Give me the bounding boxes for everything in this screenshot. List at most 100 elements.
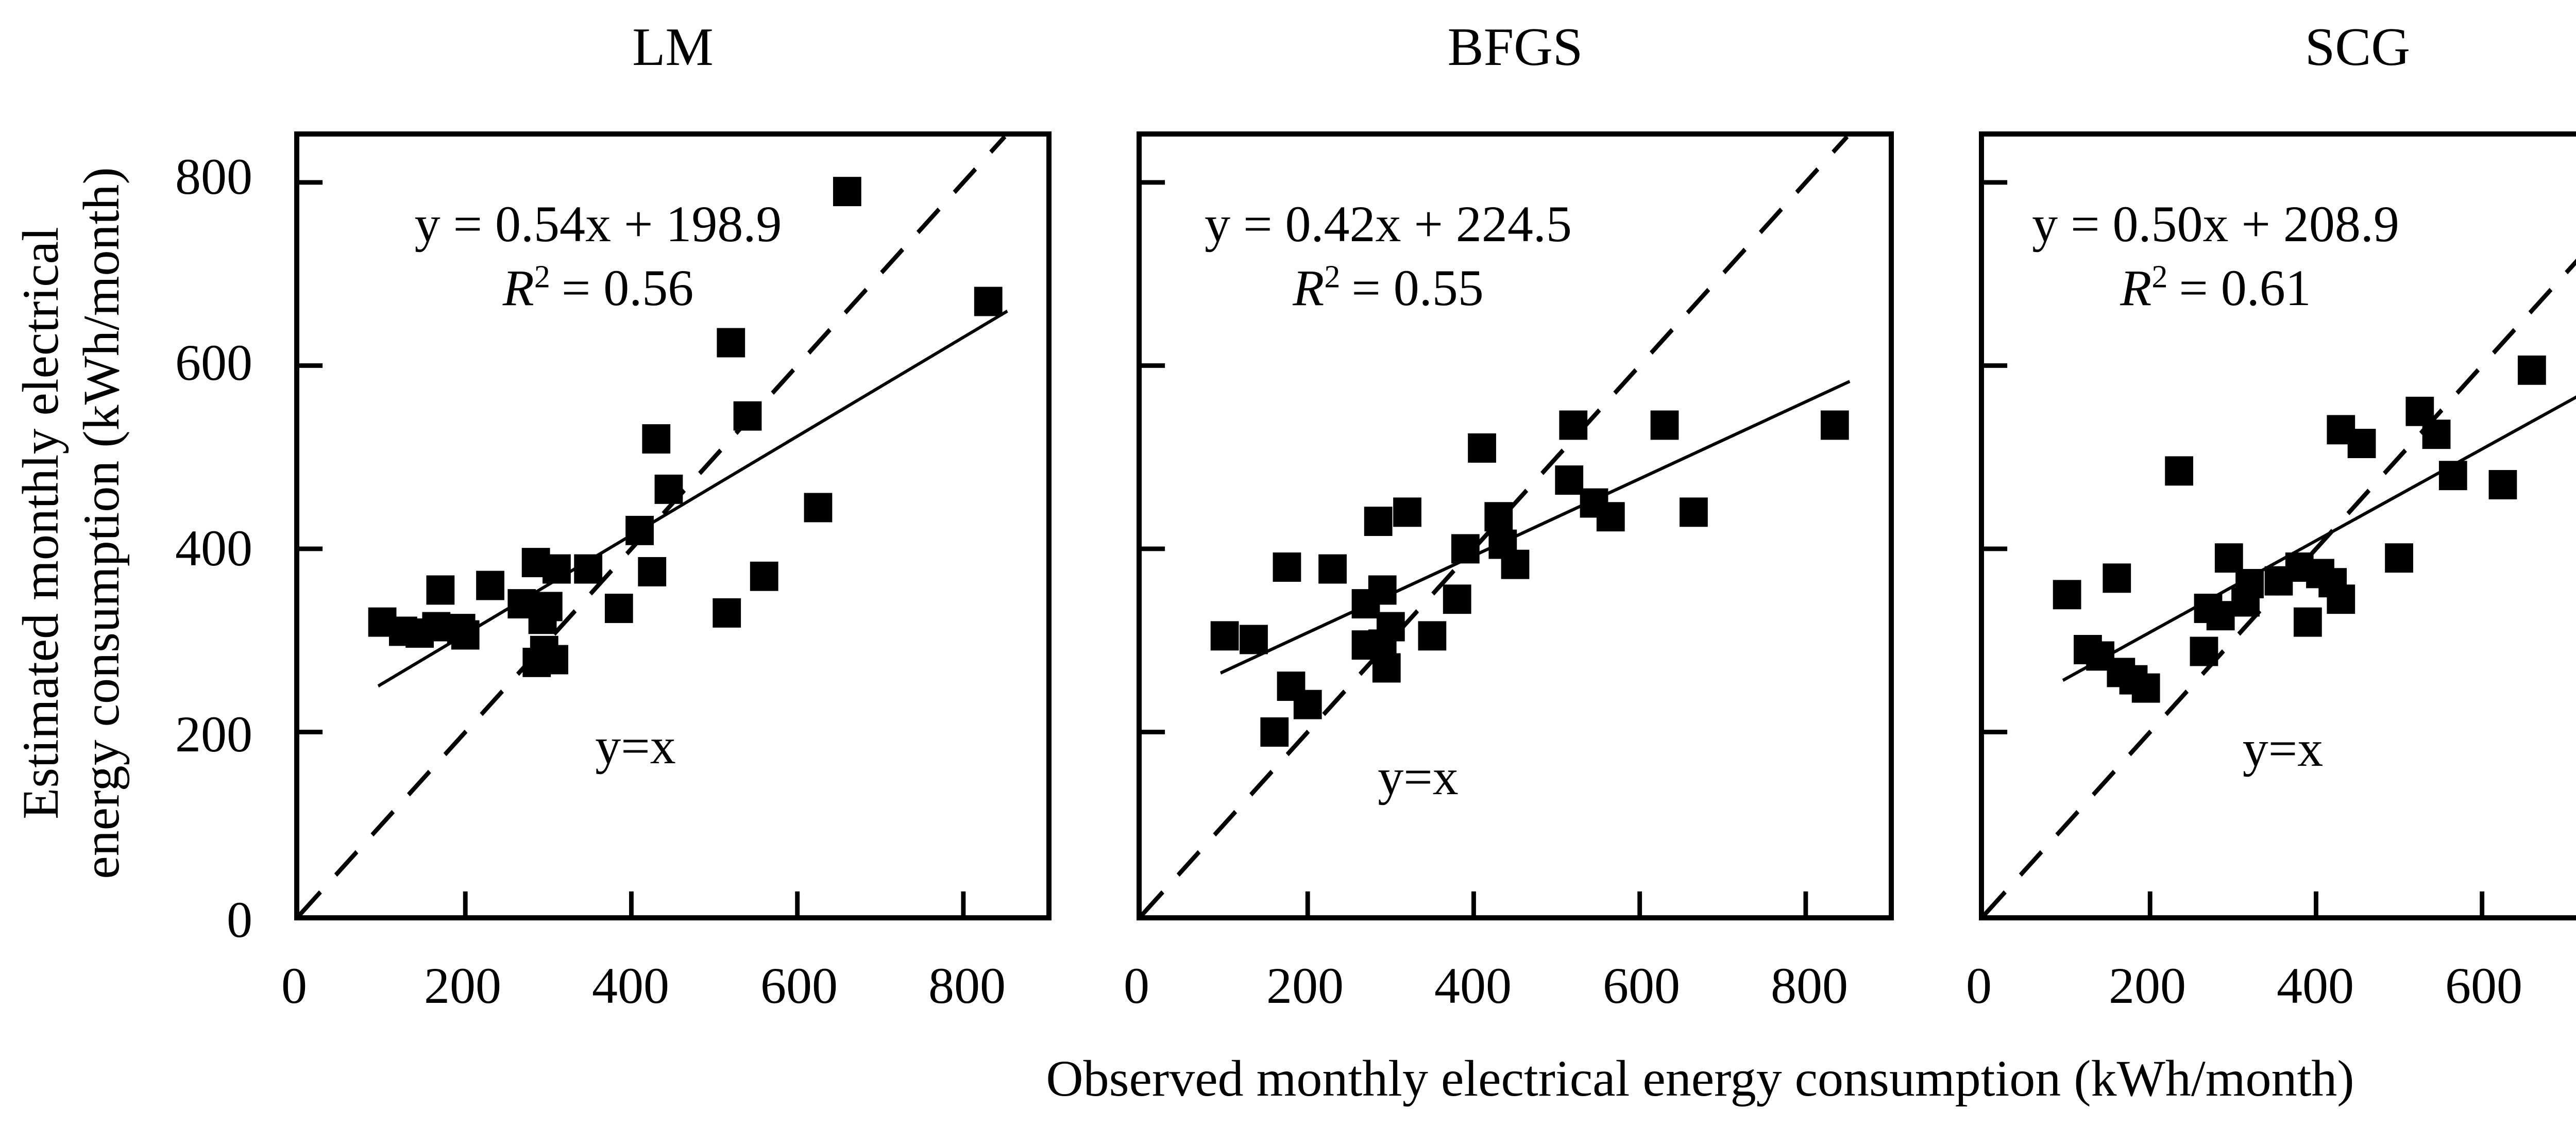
x-tick-200: 200 (1266, 957, 1344, 1014)
data-point-marker (2103, 563, 2131, 593)
chart-panel-scg: SCG y = 0.50x + 208.9 R2 = 0.61 y=x 0 200… (1966, 16, 2576, 1014)
plot-box: y = 0.42x + 224.5 R2 = 0.55 y=x (1137, 131, 1894, 920)
data-point-marker (1680, 497, 1708, 527)
data-point-marker (1368, 575, 1397, 605)
fit-equation-text: y = 0.54x + 198.9 (414, 195, 782, 253)
data-point-marker (540, 645, 568, 675)
data-point-marker (2053, 580, 2081, 610)
fit-line (2062, 395, 2576, 682)
x-tick-400: 400 (2277, 957, 2354, 1014)
data-point-marker (804, 493, 833, 523)
x-axis-tick-labels: 0 200 400 600 800 (1966, 956, 2576, 1038)
data-point-marker (733, 401, 762, 431)
data-point-marker (750, 561, 778, 591)
x-tick-200: 200 (424, 957, 501, 1014)
data-point-marker (1240, 625, 1268, 654)
fit-line (377, 309, 1008, 687)
data-point-marker (654, 474, 683, 504)
x-tick-0: 0 (1966, 957, 1992, 1014)
data-point-marker (625, 515, 654, 545)
y-tick-600: 600 (175, 334, 252, 392)
data-point-marker (1364, 507, 1393, 536)
y-tick-800: 800 (175, 148, 252, 206)
r-squared-label: R2 = 0.55 (1293, 259, 1484, 316)
data-point-marker (2438, 461, 2467, 491)
identity-line (1142, 137, 1849, 915)
data-point-marker (543, 554, 571, 584)
identity-line-label: y=x (595, 717, 676, 775)
data-point-marker (2347, 429, 2376, 458)
data-point-marker (642, 424, 671, 454)
x-tick-800: 800 (1771, 957, 1848, 1014)
x-tick-600: 600 (1603, 957, 1680, 1014)
fit-equation: y = 0.54x + 198.9 R2 = 0.56 (415, 192, 782, 320)
identity-line-label: y=x (1378, 748, 1459, 805)
data-point-marker (2293, 607, 2322, 637)
chart-panel-lm: LM y = 0.54x + 198.9 R2 = 0.56 y=x 0 200 … (281, 16, 1052, 1014)
x-axis-tick-labels: 0 200 400 600 800 (1124, 956, 1894, 1038)
data-point-marker (1596, 502, 1625, 532)
fit-equation: y = 0.42x + 224.5 R2 = 0.55 (1205, 192, 1572, 320)
data-point-marker (1372, 653, 1401, 683)
data-point-marker (1376, 612, 1405, 642)
data-point-marker (1273, 552, 1301, 582)
panel-title: BFGS (1447, 16, 1583, 77)
data-point-marker (1451, 534, 1480, 564)
data-point-marker (2517, 355, 2546, 385)
data-point-marker (1559, 410, 1588, 440)
y-axis-title: Estimated monthly electrical energy cons… (10, 167, 132, 879)
panel-title: LM (632, 16, 714, 77)
x-tick-0: 0 (1124, 957, 1149, 1014)
identity-line-label: y=x (2242, 720, 2324, 777)
data-point-marker (476, 570, 504, 600)
data-point-marker (604, 594, 633, 623)
chart-panel-bfgs: BFGS y = 0.42x + 224.5 R2 = 0.55 y=x 0 20… (1124, 16, 1894, 1014)
fit-equation-text: y = 0.50x + 208.9 (2032, 195, 2399, 253)
data-point-marker (2165, 456, 2193, 486)
panel-title: SCG (2304, 16, 2411, 77)
y-axis-title-line1: Estimated monthly electrical (12, 227, 69, 819)
x-tick-600: 600 (760, 957, 838, 1014)
x-tick-200: 200 (2109, 957, 2186, 1014)
data-point-marker (1501, 549, 1530, 579)
y-tick-400: 400 (175, 519, 252, 577)
data-point-marker (1820, 410, 1849, 440)
fit-equation-text: y = 0.42x + 224.5 (1205, 195, 1572, 253)
data-point-marker (451, 620, 480, 650)
data-point-marker (2422, 419, 2451, 449)
data-point-marker (1393, 497, 1421, 527)
x-axis-tick-labels: 0 200 400 600 800 (281, 956, 1052, 1038)
plot-box: y = 0.54x + 198.9 R2 = 0.56 y=x (294, 131, 1052, 920)
data-point-marker (534, 592, 563, 622)
identity-line (1984, 258, 2576, 915)
scatter-plot-svg (1142, 137, 1851, 915)
data-point-marker (717, 328, 745, 358)
x-tick-400: 400 (592, 957, 669, 1014)
y-tick-200: 200 (175, 706, 252, 763)
y-axis-title-line2: energy consumption (kWh/month) (73, 167, 130, 879)
data-point-marker (1650, 410, 1679, 440)
r-squared-label: R2 = 0.61 (2120, 259, 2311, 316)
data-point-marker (1210, 621, 1239, 651)
y-tick-0: 0 (227, 891, 252, 949)
x-axis-title: Observed monthly electrical energy consu… (1046, 1050, 2354, 1107)
data-point-marker (2131, 673, 2160, 703)
data-point-marker (2214, 543, 2243, 573)
data-point-marker (713, 598, 741, 628)
data-point-marker (422, 612, 451, 642)
x-tick-600: 600 (2445, 957, 2522, 1014)
data-point-marker (2206, 601, 2235, 631)
data-point-marker (2235, 569, 2264, 598)
data-point-marker (1555, 465, 1584, 495)
data-point-marker (1318, 554, 1347, 584)
x-tick-400: 400 (1434, 957, 1512, 1014)
y-axis-tick-labels: 800 600 400 200 0 (124, 0, 252, 1125)
data-point-marker (1443, 584, 1471, 614)
fit-line (1219, 380, 1851, 675)
data-point-marker (426, 575, 455, 605)
data-point-marker (2385, 543, 2413, 573)
data-point-marker (1468, 433, 1496, 463)
scatter-plot-svg (1984, 180, 2576, 915)
scatter-plot-svg (299, 137, 1008, 915)
